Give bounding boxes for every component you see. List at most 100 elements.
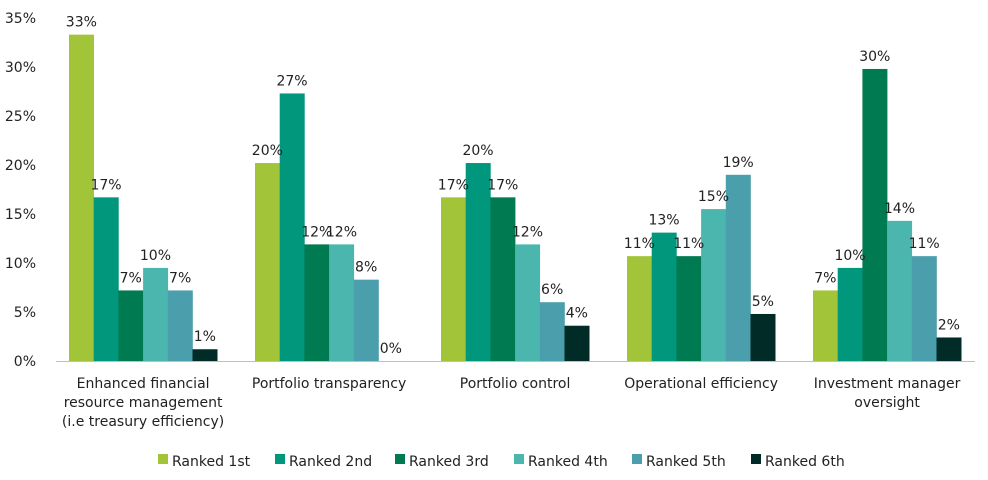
data-label: 10%	[140, 248, 171, 264]
bar-ranked-5th	[725, 174, 751, 361]
bar-ranked-5th	[539, 302, 565, 361]
x-category-label: resource management	[64, 395, 223, 411]
legend: Ranked 1st Ranked 2nd Ranked 3rd Ranked 4th…	[158, 454, 845, 470]
x-axis-labels: Enhanced financial resource management (i.…	[62, 376, 961, 430]
bar-ranked-1st	[813, 290, 838, 361]
bar-ranked-1st	[255, 163, 280, 361]
bar-ranked-3rd	[118, 290, 144, 361]
bar-ranked-4th	[515, 244, 541, 361]
bar-ranked-1st	[627, 256, 652, 361]
bar-ranked-2nd	[651, 232, 677, 361]
x-category-label: (i.e treasury efficiency)	[62, 414, 224, 430]
data-label: 7%	[120, 270, 142, 286]
data-label: 12%	[512, 224, 543, 240]
data-label: 30%	[859, 49, 890, 65]
data-label: 12%	[301, 224, 332, 240]
legend-label: Ranked 4th	[528, 454, 608, 470]
y-tick-label: 25%	[5, 109, 36, 125]
data-label: 14%	[884, 201, 915, 217]
bar-ranked-6th	[192, 349, 218, 361]
data-label: 7%	[814, 270, 836, 286]
legend-swatch	[751, 454, 761, 464]
data-label: 5%	[752, 294, 774, 310]
bar-ranked-2nd	[93, 197, 119, 361]
legend-swatch	[158, 454, 168, 464]
data-label: 0%	[380, 341, 402, 357]
x-category-label: oversight	[854, 395, 920, 411]
data-label: 17%	[90, 177, 121, 193]
data-label: 17%	[438, 177, 469, 193]
bar-ranked-6th	[564, 325, 590, 361]
data-label: 27%	[276, 73, 307, 89]
legend-item: Ranked 6th	[751, 454, 845, 470]
data-label: 13%	[648, 213, 679, 229]
y-axis: 0% 5% 10% 15% 20% 25% 30% 35%	[5, 11, 36, 370]
data-label: 8%	[355, 260, 377, 276]
data-label: 4%	[566, 306, 588, 322]
bar-ranked-4th	[329, 244, 355, 361]
legend-item: Ranked 4th	[514, 454, 608, 470]
data-label: 10%	[834, 248, 865, 264]
legend-swatch	[514, 454, 524, 464]
data-label: 15%	[698, 189, 729, 205]
legend-item: Ranked 5th	[632, 454, 726, 470]
x-category-label: Investment manager	[814, 376, 961, 392]
bar-ranked-6th	[750, 313, 776, 361]
legend-swatch	[632, 454, 642, 464]
data-label: 7%	[169, 270, 191, 286]
data-label: 11%	[909, 236, 940, 252]
legend-label: Ranked 3rd	[409, 454, 489, 470]
data-label: 2%	[938, 317, 960, 333]
data-label: 6%	[541, 282, 563, 298]
bar-ranked-1st	[69, 34, 94, 361]
y-tick-label: 30%	[5, 60, 36, 76]
y-tick-label: 15%	[5, 207, 36, 223]
data-label: 19%	[723, 155, 754, 171]
bars	[69, 34, 962, 362]
legend-swatch	[275, 454, 285, 464]
bar-ranked-1st	[441, 197, 466, 361]
data-labels: 33% 20% 17% 11% 7% 17% 27% 20% 13% 10% 7% 12% 17% 11%…	[66, 15, 960, 357]
y-tick-label: 10%	[5, 256, 36, 272]
legend-swatch	[395, 454, 405, 464]
bar-ranked-3rd	[304, 244, 330, 361]
x-category-label: Operational efficiency	[624, 376, 778, 392]
bar-ranked-5th	[167, 290, 193, 361]
legend-label: Ranked 1st	[172, 454, 251, 470]
bar-ranked-2nd	[837, 267, 863, 361]
data-label: 17%	[487, 177, 518, 193]
legend-item: Ranked 1st	[158, 454, 251, 470]
data-label: 20%	[462, 143, 493, 159]
bar-ranked-3rd	[862, 68, 888, 362]
bar-ranked-2nd	[465, 163, 491, 361]
data-label: 12%	[326, 224, 357, 240]
y-tick-label: 35%	[5, 11, 36, 27]
x-category-label: Portfolio transparency	[252, 376, 406, 392]
legend-item: Ranked 2nd	[275, 454, 372, 470]
legend-label: Ranked 2nd	[289, 454, 372, 470]
data-label: 11%	[624, 236, 655, 252]
x-category-label: Enhanced financial	[77, 376, 210, 392]
bar-ranked-4th	[701, 209, 727, 361]
bar-ranked-3rd	[490, 197, 516, 361]
y-tick-label: 0%	[14, 354, 36, 370]
legend-label: Ranked 6th	[765, 454, 845, 470]
x-category-label: Portfolio control	[460, 376, 571, 392]
bar-ranked-4th	[143, 267, 169, 361]
bar-ranked-6th	[936, 337, 962, 361]
bar-ranked-2nd	[279, 93, 305, 362]
y-tick-label: 20%	[5, 158, 36, 174]
bar-ranked-3rd	[676, 256, 702, 361]
data-label: 11%	[673, 236, 704, 252]
data-label: 1%	[194, 329, 216, 345]
data-label: 33%	[66, 15, 97, 31]
bar-ranked-5th	[353, 279, 379, 361]
bar-ranked-5th	[911, 256, 937, 361]
y-tick-label: 5%	[14, 305, 36, 321]
bar-ranked-4th	[887, 220, 913, 361]
legend-label: Ranked 5th	[646, 454, 726, 470]
data-label: 20%	[252, 143, 283, 159]
legend-item: Ranked 3rd	[395, 454, 489, 470]
